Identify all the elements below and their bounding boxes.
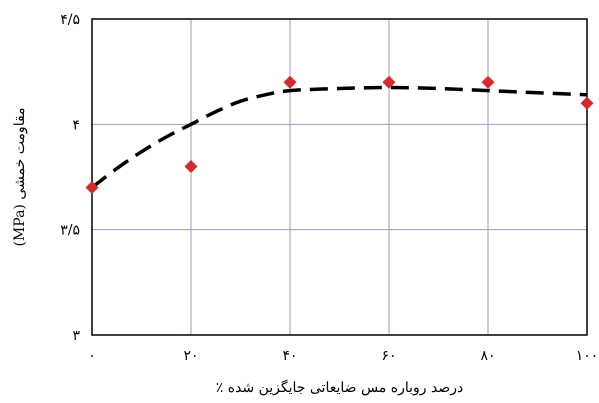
x-tick-label: ۰ (88, 348, 96, 364)
y-axis-title: مقاومت خمشی (MPa) (12, 107, 28, 246)
x-tick-labels: ۰ ۲۰ ۴۰ ۶۰ ۸۰ ۱۰۰ (88, 348, 598, 364)
y-tick-label: ۴ (72, 117, 80, 133)
trend-curve (90, 85, 588, 189)
data-points (85, 75, 594, 195)
x-tick-label: ۸۰ (480, 348, 495, 364)
x-tick-label: ۶۰ (381, 348, 396, 364)
data-point-diamond (85, 181, 99, 195)
grid-lines (92, 19, 587, 335)
x-tick-label: ۴۰ (282, 348, 297, 364)
plot-area-frame (91, 18, 588, 336)
data-point-diamond (382, 75, 396, 89)
data-point-diamond (184, 159, 198, 173)
y-tick-label: ۳/۵ (60, 223, 80, 239)
data-point-diamond (283, 75, 297, 89)
data-point-diamond (481, 75, 495, 89)
x-tick-label: ۱۰۰ (576, 348, 599, 364)
y-tick-label: ۳ (72, 328, 80, 344)
y-tick-labels: ۳ ۳/۵ ۴ ۴/۵ (60, 12, 80, 344)
x-tick-label: ۲۰ (183, 348, 198, 364)
x-axis-title: درصد روباره مس ضایعاتی جایگزین شده ٪ (216, 379, 463, 396)
data-point-diamond (580, 96, 594, 110)
y-tick-label: ۴/۵ (60, 12, 80, 28)
